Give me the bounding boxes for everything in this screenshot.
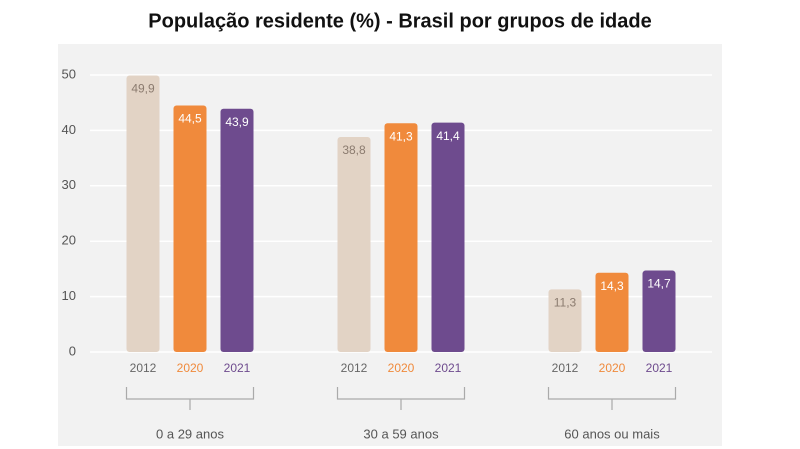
bar: [220, 108, 254, 352]
series-label: 2021: [435, 361, 462, 375]
series-label: 2012: [130, 361, 157, 375]
series-label: 2021: [224, 361, 251, 375]
value-label: 38,8: [342, 143, 366, 157]
y-tick-label: 50: [62, 66, 76, 81]
bar: [431, 122, 465, 352]
y-tick-label: 40: [62, 122, 76, 137]
value-label: 44,5: [178, 112, 202, 126]
group-bracket: [125, 387, 255, 410]
bar: [173, 105, 207, 352]
value-label: 11,3: [554, 296, 577, 310]
x-tick-label: 60 anos ou mais: [564, 426, 660, 441]
bar: [337, 137, 371, 352]
bar: [595, 272, 629, 352]
chart-title: População residente (%) - Brasil por gru…: [148, 10, 651, 32]
series-label: 2012: [552, 361, 579, 375]
series-label: 2020: [388, 361, 415, 375]
x-tick-label: 0 a 29 anos: [156, 426, 224, 441]
group-bracket: [547, 387, 677, 410]
series-label: 2021: [646, 361, 673, 375]
bar: [126, 75, 160, 352]
value-label: 43,9: [225, 115, 249, 129]
y-tick-label: 20: [62, 233, 76, 248]
bar: [384, 123, 418, 352]
series-label: 2020: [599, 361, 626, 375]
series-label: 2012: [341, 361, 368, 375]
bar: [642, 270, 676, 352]
value-label: 41,3: [389, 129, 413, 143]
value-label: 14,3: [600, 279, 624, 293]
value-label: 14,7: [647, 277, 671, 291]
y-tick-label: 30: [62, 177, 76, 192]
y-tick-label: 0: [69, 343, 76, 358]
value-label: 49,9: [131, 82, 155, 96]
y-tick-label: 10: [62, 288, 76, 303]
series-label: 2020: [177, 361, 204, 375]
group-bracket: [336, 387, 466, 410]
bar: [548, 289, 582, 352]
x-tick-label: 30 a 59 anos: [363, 426, 439, 441]
value-label: 41,4: [436, 129, 460, 143]
